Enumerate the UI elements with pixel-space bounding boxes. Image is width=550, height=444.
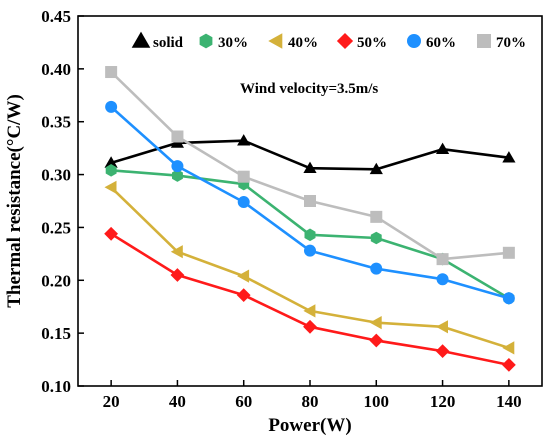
y-tick-label: 0.25	[41, 218, 71, 237]
legend-label: 70%	[496, 35, 526, 51]
annotation-wind-velocity: Wind velocity=3.5m/s	[240, 81, 378, 97]
data-point	[502, 341, 515, 355]
data-point	[237, 196, 250, 209]
x-tick-label: 80	[302, 392, 319, 411]
series-3	[104, 180, 515, 355]
data-point	[436, 273, 449, 286]
data-point	[502, 246, 515, 259]
data-point	[370, 210, 383, 223]
legend-label: 60%	[426, 35, 456, 51]
y-tick-label: 0.15	[41, 324, 71, 343]
y-tick-label: 0.35	[41, 113, 71, 132]
series-5	[105, 100, 515, 305]
data-point	[104, 226, 118, 241]
data-point	[104, 180, 117, 194]
data-point	[436, 320, 448, 334]
data-point	[370, 262, 383, 275]
data-point	[369, 316, 382, 330]
data-point	[237, 170, 250, 183]
data-point	[502, 292, 515, 305]
y-axis-title: Thermal resistance(°C/W)	[4, 94, 25, 308]
legend-label: 40%	[288, 35, 318, 51]
series-6	[105, 66, 515, 266]
data-point	[304, 228, 316, 242]
data-point	[170, 245, 183, 259]
data-point	[171, 130, 184, 143]
legend-label: 50%	[357, 35, 387, 51]
data-point	[304, 195, 316, 207]
data-point	[502, 151, 516, 163]
data-point	[436, 142, 450, 154]
legend-label: 30%	[218, 35, 248, 51]
series-1	[104, 134, 516, 175]
series-4	[104, 226, 516, 372]
y-tick-label: 0.30	[41, 166, 71, 185]
data-point	[435, 344, 450, 358]
data-point	[303, 304, 316, 318]
data-point	[237, 134, 251, 146]
x-tick-label: 120	[430, 392, 456, 411]
data-point	[104, 156, 118, 168]
data-point	[303, 319, 317, 334]
x-tick-label: 20	[103, 392, 120, 411]
data-point	[171, 160, 184, 173]
y-tick-label: 0.20	[41, 271, 71, 290]
axis-layer: 20 40 60 80 100 120 140 0.10 0.15 0.20 0.25 0.30 0.3…	[41, 7, 521, 411]
legend-marker	[131, 31, 151, 48]
series-layer	[104, 66, 516, 372]
data-point	[370, 231, 382, 245]
data-point	[304, 244, 316, 257]
data-point	[502, 358, 516, 372]
data-point	[369, 333, 384, 348]
legend-marker	[336, 33, 354, 49]
x-tick-label: 140	[496, 392, 522, 411]
legend-label: solid	[153, 35, 184, 51]
legend-marker	[477, 34, 491, 48]
data-point	[105, 164, 117, 177]
data-point	[436, 253, 449, 266]
y-tick-label: 0.40	[41, 60, 71, 79]
data-point	[105, 100, 118, 113]
y-tick-label: 0.45	[41, 7, 71, 26]
data-point	[369, 162, 383, 175]
legend-marker	[407, 34, 421, 48]
data-point	[236, 288, 251, 302]
data-point	[105, 66, 118, 79]
data-point	[172, 169, 183, 182]
x-axis-title: Power(W)	[268, 415, 351, 436]
legend-marker	[268, 33, 283, 49]
x-tick-label: 100	[364, 392, 390, 411]
legend: solid 30% 40% 50% 60% 70%	[131, 31, 526, 51]
data-point	[237, 269, 250, 283]
data-point	[303, 161, 317, 173]
y-tick-label: 0.10	[41, 377, 71, 396]
x-tick-label: 40	[169, 392, 186, 411]
x-tick-label: 60	[235, 392, 252, 411]
data-point	[170, 268, 185, 282]
legend-marker	[199, 33, 213, 49]
